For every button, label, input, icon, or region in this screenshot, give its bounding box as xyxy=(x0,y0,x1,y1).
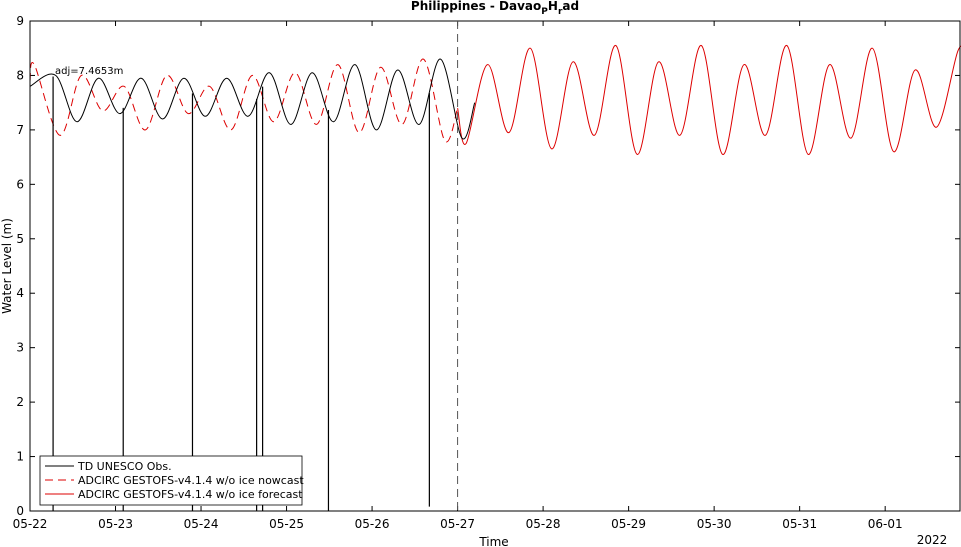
y-tick-label: 8 xyxy=(16,68,24,82)
y-axis-label: Water Level (m) xyxy=(0,218,14,314)
series-obs-line xyxy=(29,58,476,140)
legend-label-forecast: ADCIRC GESTOFS-v4.1.4 w/o ice forecast xyxy=(78,488,303,501)
y-tick-label: 4 xyxy=(16,286,24,300)
series-forecast-line xyxy=(457,44,961,155)
series-layer xyxy=(29,44,961,511)
annotation-adj: adj=7.4653m xyxy=(55,66,123,77)
title-mid: H xyxy=(548,0,558,13)
x-tick-label: 06-01 xyxy=(868,517,903,531)
y-tick-label: 9 xyxy=(16,14,24,28)
legend-label-obs: TD UNESCO Obs. xyxy=(77,460,172,473)
chart-title: Philippines - DavaoPHrad xyxy=(411,0,579,17)
series-nowcast-line xyxy=(29,58,459,143)
y-tick-label: 3 xyxy=(16,341,24,355)
title-sub-1: P xyxy=(541,7,548,17)
x-tick-label: 05-30 xyxy=(697,517,732,531)
x-tick-label: 05-22 xyxy=(13,517,48,531)
legend: TD UNESCO Obs. ADCIRC GESTOFS-v4.1.4 w/o… xyxy=(39,455,304,506)
plot-area xyxy=(30,21,960,511)
y-tick-label: 1 xyxy=(16,450,24,464)
x-axis-label: Time xyxy=(478,535,508,547)
y-tick-label: 2 xyxy=(16,395,24,409)
x-tick-label: 05-27 xyxy=(440,517,475,531)
year-label: 2022 xyxy=(917,533,948,547)
x-tick-label: 05-28 xyxy=(526,517,561,531)
x-tick-label: 05-24 xyxy=(184,517,219,531)
y-tick-label: 0 xyxy=(16,504,24,518)
x-tick-label: 05-29 xyxy=(611,517,646,531)
y-tick-label: 7 xyxy=(16,123,24,137)
x-tick-label: 05-26 xyxy=(355,517,390,531)
y-tick-label: 6 xyxy=(16,177,24,191)
x-tick-label: 05-31 xyxy=(782,517,817,531)
legend-label-nowcast: ADCIRC GESTOFS-v4.1.4 w/o ice nowcast xyxy=(78,474,304,487)
title-main: Philippines - Davao xyxy=(411,0,541,13)
legend-box xyxy=(39,455,303,506)
x-tick-label: 05-25 xyxy=(269,517,304,531)
plot-frame xyxy=(29,20,961,512)
x-tick-label: 05-23 xyxy=(98,517,133,531)
title-end: ad xyxy=(562,0,579,13)
y-tick-label: 5 xyxy=(16,232,24,246)
title-sub-2: r xyxy=(558,7,563,17)
